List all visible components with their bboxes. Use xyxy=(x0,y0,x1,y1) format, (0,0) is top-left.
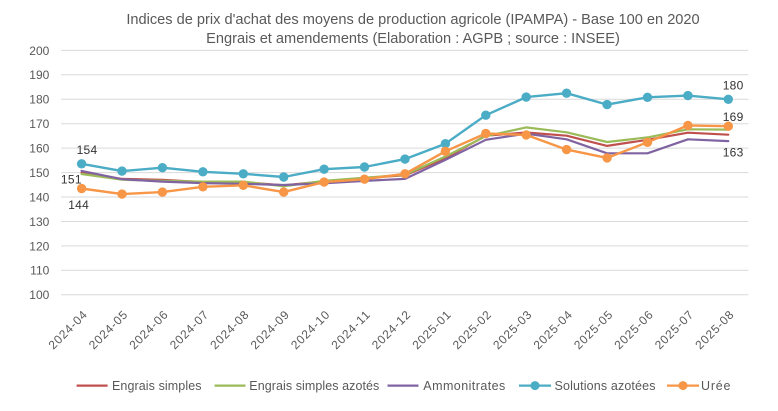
svg-text:Engrais et amendements (Elabor: Engrais et amendements (Elaboration : AG… xyxy=(206,31,620,47)
svg-text:144: 144 xyxy=(68,198,89,212)
svg-text:200: 200 xyxy=(29,44,49,58)
svg-text:190: 190 xyxy=(29,68,49,82)
svg-text:Indices de prix d'achat des mo: Indices de prix d'achat des moyens de pr… xyxy=(126,12,699,28)
svg-text:151: 151 xyxy=(61,172,82,186)
svg-text:Solutions azotées: Solutions azotées xyxy=(555,379,656,393)
svg-text:Ammonitrates: Ammonitrates xyxy=(423,379,505,393)
svg-text:180: 180 xyxy=(29,93,49,107)
svg-text:163: 163 xyxy=(723,146,744,160)
svg-text:100: 100 xyxy=(29,288,49,302)
svg-text:Engrais simples azotés: Engrais simples azotés xyxy=(249,379,379,393)
svg-text:110: 110 xyxy=(30,264,49,278)
svg-text:169: 169 xyxy=(723,110,744,124)
svg-text:150: 150 xyxy=(29,166,49,180)
svg-text:140: 140 xyxy=(29,190,49,204)
svg-text:130: 130 xyxy=(29,215,49,229)
svg-text:120: 120 xyxy=(29,239,49,253)
svg-text:Engrais simples: Engrais simples xyxy=(112,379,202,393)
svg-text:180: 180 xyxy=(723,79,744,93)
svg-text:160: 160 xyxy=(29,142,49,156)
svg-text:Urée: Urée xyxy=(701,379,731,393)
svg-text:170: 170 xyxy=(29,117,49,131)
svg-text:154: 154 xyxy=(77,143,98,157)
